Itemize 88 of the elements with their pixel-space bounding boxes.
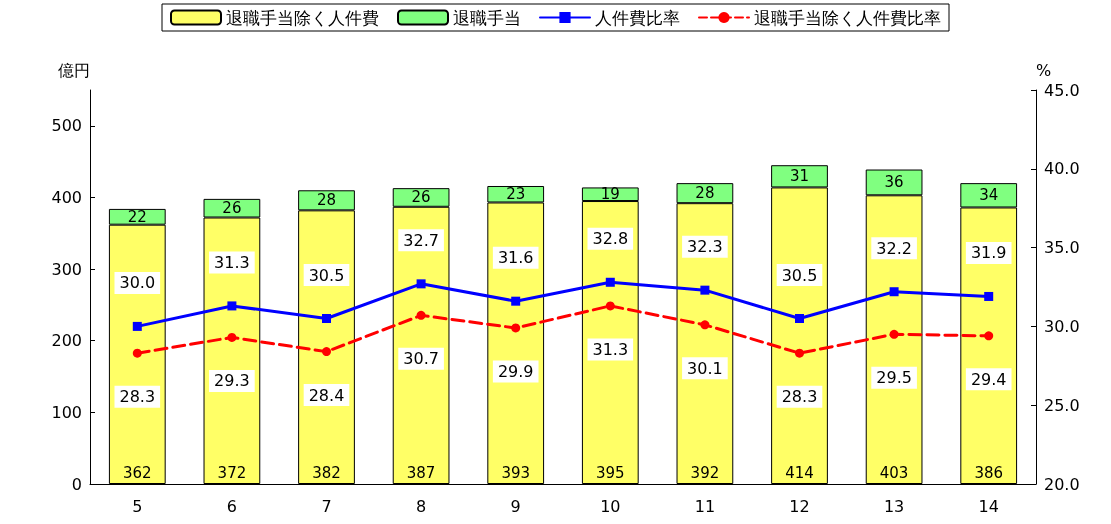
data-label: 32.8 [592, 229, 629, 249]
data-label: 393 [501, 463, 531, 482]
data-label: 26 [411, 188, 431, 207]
x-tick-label: 13 [883, 496, 905, 516]
x-tick-label: 10 [600, 496, 621, 516]
data-label: 392 [690, 463, 720, 482]
x-tick-label: 14 [978, 496, 999, 516]
data-label: 414 [785, 463, 814, 482]
point [322, 314, 331, 324]
data-label: 30.5 [781, 265, 818, 285]
point [889, 287, 899, 297]
data-label: 31.9 [970, 243, 1007, 263]
data-label: 30.1 [687, 358, 723, 378]
data-label: 395 [595, 463, 625, 482]
data-label: 372 [217, 463, 247, 482]
data-label: 31.3 [592, 339, 629, 359]
data-label: 23 [506, 185, 526, 204]
data-label: 32.7 [403, 230, 439, 250]
data-label: 34 [979, 186, 999, 205]
point [700, 320, 710, 330]
data-label: 26 [222, 199, 242, 218]
data-label: 19 [600, 185, 620, 204]
y2-tick-label: 40.0 [1044, 159, 1080, 179]
data-label: 28.3 [119, 387, 156, 407]
data-label: 32.3 [687, 237, 723, 257]
point [511, 323, 521, 333]
y-tick-label: 500 [51, 116, 82, 136]
point [605, 301, 615, 311]
data-label: 29.4 [970, 369, 1007, 389]
point [132, 348, 142, 358]
y-tick-label: 100 [51, 402, 82, 422]
data-label: 403 [879, 463, 909, 482]
x-tick-label: 8 [416, 496, 427, 516]
point [795, 314, 804, 324]
point [511, 296, 521, 306]
data-label: 28 [695, 184, 715, 203]
y-tick-label: 200 [51, 331, 82, 351]
data-label: 29.9 [497, 361, 534, 381]
point [700, 285, 710, 295]
point [416, 279, 426, 289]
point [132, 321, 142, 331]
data-label: 382 [312, 463, 341, 482]
data-label: 22 [127, 207, 147, 226]
data-label: 387 [406, 463, 436, 482]
data-label: 32.2 [876, 238, 912, 258]
y-tick-label: 300 [51, 259, 82, 279]
data-label: 28.4 [308, 385, 345, 405]
data-label: 30.7 [403, 349, 439, 369]
x-tick-label: 6 [226, 496, 237, 516]
y2-tick-label: 25.0 [1044, 395, 1080, 415]
y-tick-label: 400 [51, 187, 82, 207]
data-label: 36 [884, 173, 904, 192]
x-tick-label: 11 [694, 496, 716, 516]
data-label: 362 [122, 463, 152, 482]
data-label: 31.6 [497, 248, 534, 268]
data-label: 29.3 [214, 371, 250, 391]
legend-label: 退職手当除く人件費 [226, 7, 379, 28]
data-label: 28 [316, 191, 337, 210]
legend-label: 人件費比率 [595, 7, 680, 28]
data-label: 31.3 [214, 252, 250, 272]
point [227, 301, 237, 311]
y-tick-label: 0 [71, 474, 82, 494]
point [889, 329, 899, 339]
y-axis-title: 億円 [58, 60, 90, 80]
y2-tick-label: 20.0 [1044, 474, 1080, 494]
point [227, 332, 237, 342]
data-label: 29.5 [876, 368, 912, 388]
x-tick-label: 5 [132, 496, 143, 516]
y2-axis-title: % [1036, 60, 1052, 80]
point [984, 291, 994, 301]
point [416, 310, 426, 320]
point [322, 347, 331, 357]
data-label: 30.5 [308, 265, 345, 285]
legend-label: 退職手当 [453, 7, 521, 28]
y2-tick-label: 35.0 [1044, 238, 1080, 258]
legend-label: 退職手当除く人件費比率 [754, 7, 941, 28]
x-tick-label: 12 [789, 496, 810, 516]
point [605, 277, 615, 287]
x-tick-label: 7 [321, 496, 332, 516]
point [795, 348, 804, 358]
x-tick-label: 9 [510, 496, 521, 516]
data-label: 30.0 [119, 273, 156, 293]
data-label: 386 [974, 463, 1004, 482]
point [984, 331, 994, 341]
y2-tick-label: 30.0 [1044, 316, 1080, 336]
data-label: 28.3 [781, 387, 818, 407]
data-label: 31 [789, 167, 810, 186]
y2-tick-label: 45.0 [1044, 80, 1080, 100]
